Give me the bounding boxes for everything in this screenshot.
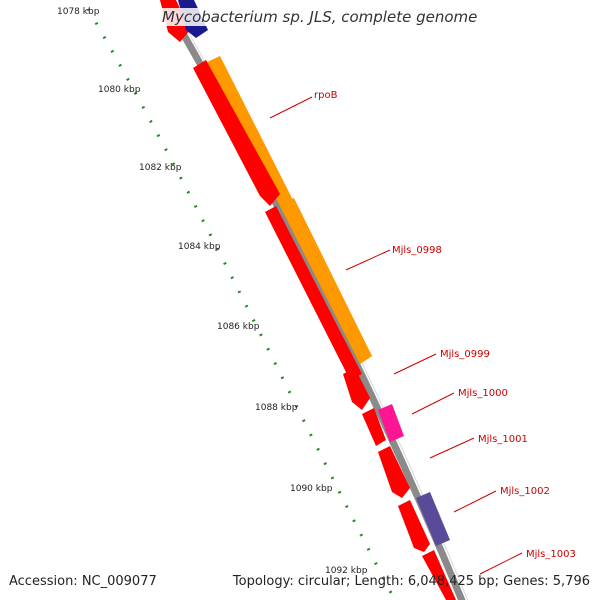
gene-inner-2 [265,206,362,380]
gene-inner-6 [398,500,430,552]
ruler-label: 1080 kbp [98,85,141,95]
leader-mjls-1000 [411,392,455,415]
ruler-label: 1090 kbp [290,484,333,494]
ruler-label: 1082 kbp [139,163,182,173]
gene-label[interactable]: Mjls_1002 [500,486,550,497]
ruler-label: 1084 kbp [178,242,221,252]
genome-summary: Topology: circular; Length: 6,048,425 bp… [232,574,590,589]
gene-mjls-0998[interactable] [282,198,372,364]
gene-label[interactable]: rpoB [314,90,338,101]
gene-mjls-1002[interactable] [416,492,450,546]
map-title: Mycobacterium sp. JLS, complete genome [160,8,480,26]
ruler-label: 1088 kbp [255,403,298,413]
gene-labels: rpoB Mjls_0998 Mjls_0999 Mjls_1000 Mjls_1001… [314,90,576,560]
gene-label[interactable]: Mjls_1000 [458,388,508,399]
leader-rpoB [269,96,313,119]
leader-mjls-1003 [479,552,523,575]
ruler-label: 1078 kbp [57,7,100,17]
ruler-label: 1092 kbp [325,566,368,576]
gene-inner-4 [362,408,386,446]
gene-mjls-1003[interactable] [422,550,456,600]
gene-label[interactable]: Mjls_0998 [392,245,442,256]
leader-mjls-0999 [393,353,437,375]
leader-mjls-0998 [345,249,391,271]
gene-label[interactable]: Mjls_0999 [440,349,490,360]
gene-mjls-1001[interactable] [378,446,410,498]
ruler-labels: 1078 kbp 1080 kbp 1082 kbp 1084 kbp 1086 kbp… [57,7,368,576]
gene-mjls-0999[interactable] [343,368,370,410]
gene-label[interactable]: Mjls_1001 [478,434,528,445]
gene-mjls-1000[interactable] [378,404,404,442]
gene-inner-1 [193,60,280,206]
accession-text: Accession: NC_009077 [9,574,157,589]
leader-mjls-1002 [453,490,497,513]
ruler-label: 1086 kbp [217,322,260,332]
gene-label[interactable]: Mjls_1003 [526,549,576,560]
leader-mjls-1001 [429,437,475,459]
